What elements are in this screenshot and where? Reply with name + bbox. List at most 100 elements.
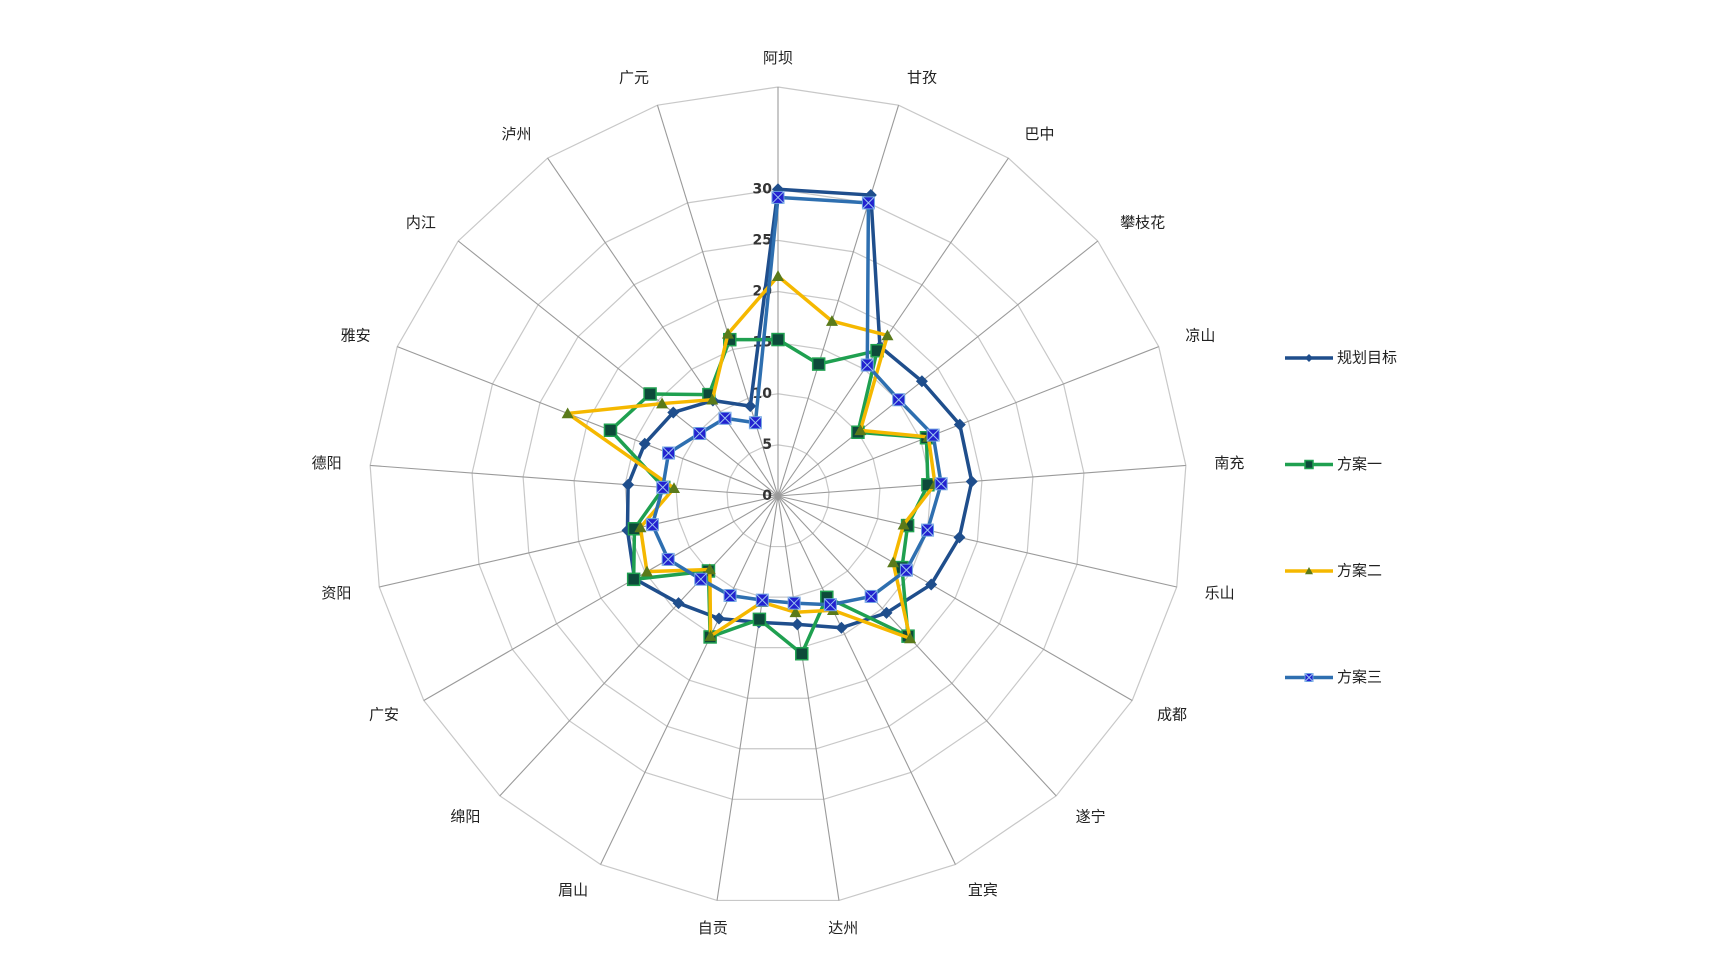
grid-ring — [573, 290, 983, 699]
marker-cross — [823, 598, 837, 612]
data-point — [603, 423, 618, 438]
data-point — [953, 418, 966, 431]
marker-cross — [926, 428, 940, 442]
category-label: 南充 — [1214, 454, 1244, 472]
category-label: 乐山 — [1205, 584, 1235, 602]
spoke — [457, 240, 779, 497]
category-label: 甘孜 — [907, 68, 937, 86]
category-label: 攀枝花 — [1120, 214, 1165, 232]
data-point — [704, 630, 717, 641]
spoke — [777, 346, 1159, 497]
marker-cross — [694, 572, 708, 586]
category-label: 成都 — [1157, 705, 1187, 723]
data-point — [787, 596, 801, 610]
data-point — [915, 375, 928, 388]
data-point — [718, 411, 732, 425]
data-point — [744, 400, 757, 413]
data-point — [771, 332, 785, 347]
data-point — [656, 397, 669, 409]
data-point — [662, 446, 676, 460]
y-tick-label: 5 — [762, 437, 772, 453]
category-label: 凉山 — [1185, 327, 1215, 345]
grid-ring — [471, 188, 1085, 800]
data-point — [789, 606, 802, 618]
data-point — [934, 477, 948, 491]
spoke — [600, 495, 779, 865]
marker-cross — [900, 563, 913, 577]
data-point — [926, 428, 940, 442]
marker-cross — [723, 589, 737, 602]
data-point — [864, 589, 878, 603]
marker-cross — [718, 411, 732, 425]
spoke — [777, 464, 1186, 497]
data-point — [661, 552, 675, 566]
data-point — [755, 593, 769, 607]
data-point — [925, 578, 938, 591]
series-line — [650, 195, 943, 607]
spoke — [777, 495, 1057, 797]
marker-cross — [755, 593, 769, 607]
marker-cross — [934, 477, 948, 491]
legend-label: 规划目标 — [1337, 349, 1397, 367]
marker-cross — [862, 196, 875, 210]
data-point — [626, 572, 641, 587]
category-label: 泸州 — [501, 125, 531, 143]
category-label: 雅安 — [341, 327, 371, 345]
legend-marker — [1304, 673, 1314, 682]
series-line — [625, 187, 974, 630]
legend-marker — [1305, 567, 1313, 575]
marker-cross — [921, 523, 934, 537]
category-label: 广元 — [619, 68, 649, 86]
data-point — [712, 612, 725, 625]
spoke — [423, 495, 779, 701]
data-point — [887, 556, 900, 568]
legend-marker — [1304, 459, 1314, 470]
data-point — [634, 521, 647, 533]
marker-cross — [662, 446, 675, 460]
data-point — [892, 393, 906, 407]
spoke — [777, 495, 1177, 588]
data-point — [965, 475, 978, 488]
category-label: 内江 — [406, 214, 436, 232]
spoke — [547, 157, 779, 497]
category-label: 自贡 — [698, 919, 728, 937]
data-point — [640, 565, 653, 577]
category-label: 阿坝 — [763, 49, 793, 67]
data-point — [811, 357, 826, 371]
category-label: 眉山 — [558, 881, 588, 899]
legend-label: 方案三 — [1337, 668, 1382, 686]
marker-cross — [693, 427, 707, 440]
data-point — [643, 387, 657, 401]
data-point — [861, 196, 875, 210]
data-point — [897, 518, 910, 530]
legend-label: 方案一 — [1337, 455, 1382, 473]
marker-cross — [656, 481, 670, 494]
marker-cross — [661, 553, 675, 566]
data-point — [953, 531, 966, 544]
marker-cross — [860, 358, 874, 372]
marker-cross — [864, 590, 878, 603]
data-point — [854, 424, 867, 436]
data-point — [772, 270, 784, 281]
category-label: 遂宁 — [1076, 807, 1106, 825]
marker-cross — [892, 393, 906, 407]
data-point — [723, 588, 737, 602]
y-tick-label: 10 — [753, 386, 773, 402]
data-point — [752, 612, 767, 627]
data-point — [825, 315, 838, 326]
data-point — [703, 563, 716, 575]
y-tick-label: 25 — [753, 232, 772, 248]
category-label: 达州 — [828, 919, 858, 937]
data-point — [667, 406, 680, 419]
data-point — [771, 190, 785, 204]
data-point — [672, 597, 685, 610]
data-point — [921, 523, 935, 537]
data-point — [694, 572, 708, 586]
data-point — [645, 518, 659, 532]
grid-ring — [726, 444, 830, 548]
spoke — [777, 105, 900, 497]
marker-cross — [787, 596, 801, 610]
grid-ring — [624, 342, 932, 649]
marker-cross — [1304, 673, 1314, 682]
data-point — [693, 427, 707, 441]
